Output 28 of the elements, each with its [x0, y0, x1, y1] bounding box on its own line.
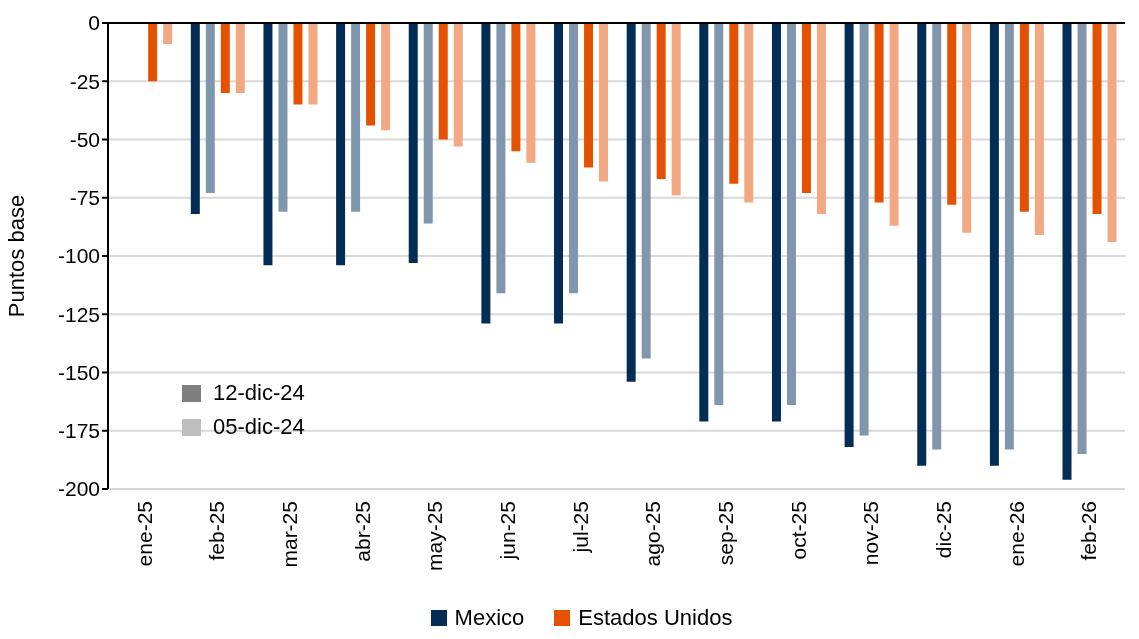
annotation: 05-dic-24: [213, 413, 305, 441]
x-tick-label: oct-25: [786, 501, 810, 560]
y-tick-label: -25: [69, 69, 100, 93]
x-tick-label: nov-25: [859, 501, 883, 566]
y-tick-label: 0: [88, 11, 100, 35]
x-tick-label: feb-25: [205, 501, 229, 561]
legend-label: Mexico: [453, 605, 525, 631]
x-tick-label: ene-25: [132, 501, 156, 567]
y-tick-label: -200: [57, 477, 100, 501]
x-tick-label: jun-25: [496, 501, 520, 561]
y-tick-label: -50: [69, 127, 100, 151]
x-tick-label: ago-25: [641, 501, 665, 567]
legend-label: Estados Unidos: [577, 605, 733, 631]
x-tick-label: feb-26: [1077, 501, 1101, 561]
x-tick-label: may-25: [423, 501, 447, 572]
x-tick-label: abr-25: [350, 501, 374, 562]
y-tick-label: -150: [57, 360, 100, 384]
annotation: 12-dic-24: [213, 379, 305, 407]
y-tick-label: -100: [57, 244, 100, 268]
x-tick-label: jul-25: [568, 501, 592, 554]
x-tick-label: ene-26: [1004, 501, 1028, 567]
y-tick-label: -75: [69, 186, 100, 210]
x-tick-label: sep-25: [713, 501, 737, 566]
y-axis-title: Puntos base: [3, 194, 29, 318]
y-tick-label: -125: [57, 302, 100, 326]
x-tick-label: dic-25: [931, 501, 955, 559]
x-tick-label: mar-25: [278, 501, 302, 568]
y-tick-label: -175: [57, 419, 100, 443]
